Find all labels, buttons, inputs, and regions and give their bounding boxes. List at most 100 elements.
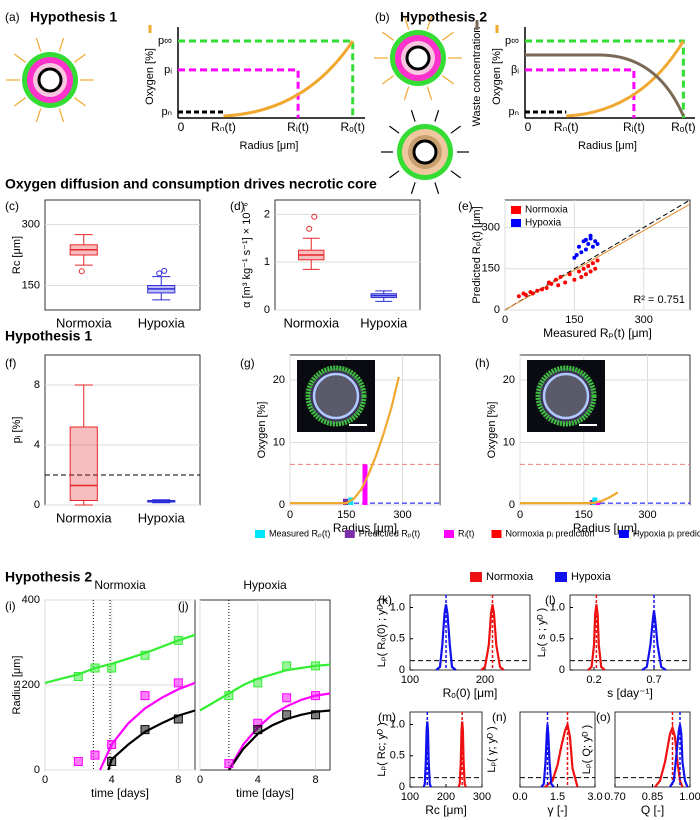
point	[579, 250, 584, 255]
x-tick-label: 0	[287, 509, 293, 521]
curve	[520, 491, 619, 505]
y-tick-label: 0.5	[550, 633, 565, 645]
curve	[457, 721, 467, 788]
diffusion-ray	[403, 86, 410, 101]
x-tick-label: Hypoxia	[138, 315, 186, 330]
diffusion-ray	[450, 170, 461, 179]
y-tick-label: 0	[494, 304, 500, 316]
diffusion-ray	[410, 182, 416, 195]
spheroid-core	[37, 67, 63, 93]
x-tick-label: 4	[109, 774, 115, 786]
panel-label: (b)	[375, 10, 390, 24]
legend-label: Normoxia	[486, 571, 534, 583]
x-tick-label: Rₙ(t)	[554, 120, 579, 134]
box	[69, 426, 98, 501]
panel-label: (h)	[475, 356, 490, 370]
point	[282, 710, 292, 720]
section-heading: Oxygen diffusion and consumption drives …	[5, 176, 377, 192]
y-axis-label: pᵢ [%]	[11, 417, 23, 444]
inset-ring	[312, 372, 360, 420]
diffusion-ray	[58, 108, 65, 123]
panel-title: Hypoxia	[243, 578, 287, 592]
point	[140, 725, 150, 735]
y-tick-label: 10	[503, 436, 515, 448]
diffusion-ray	[58, 37, 65, 52]
x-tick-label: 0	[502, 314, 508, 326]
x-tick-label: 0.7	[646, 674, 661, 686]
x-tick-label: Rₒ(t)	[671, 120, 696, 134]
point	[577, 269, 581, 274]
panel-label: (g)	[240, 356, 255, 370]
point	[583, 272, 588, 277]
x-tick-label: 8	[175, 774, 181, 786]
point	[516, 294, 521, 299]
y-axis-label: Rc [μm]	[11, 236, 23, 274]
diffusion-ray	[426, 15, 433, 30]
legend-swatch	[444, 530, 454, 538]
point	[90, 663, 100, 673]
outlier	[156, 270, 163, 277]
y-axis-label: Lₚ( Q; yᴰ )	[581, 725, 593, 774]
y-tick-label: 4	[34, 439, 40, 451]
bar	[343, 498, 348, 505]
panel-label: (f)	[5, 356, 16, 370]
oxygen-level	[178, 39, 355, 118]
point	[224, 691, 234, 701]
y-axis-label: Lₚ( s ; yᴰ )	[536, 608, 548, 657]
plot-frame	[274, 199, 421, 311]
x-axis-label: time [days]	[236, 786, 294, 800]
y-axis-label: Lₚ( Rₒ(0) ; yᴰ )	[376, 598, 388, 667]
plot-frame	[409, 594, 531, 671]
legend-swatch	[555, 572, 567, 582]
diffusion-ray	[403, 15, 410, 30]
panel-label: (e)	[458, 199, 473, 213]
x-axis-label: s [day⁻¹]	[607, 686, 653, 700]
x-tick-label: 0.2	[586, 674, 601, 686]
x-axis-label: Radius [μm]	[578, 140, 637, 152]
fit-line	[504, 203, 691, 311]
spheroid-core	[412, 139, 438, 165]
curve	[435, 604, 457, 671]
point	[583, 237, 588, 242]
panel-label: (n)	[492, 710, 507, 724]
y-tick-label: 400	[22, 594, 40, 606]
legend-swatch	[491, 530, 502, 538]
y-tick-label: 0	[399, 781, 405, 793]
x-tick-label: 0	[42, 774, 48, 786]
point	[140, 691, 150, 701]
y-axis-label: Oxygen [%]	[491, 48, 503, 105]
plot-frame	[519, 711, 596, 788]
diffusion-ray	[410, 109, 416, 122]
legend-label: Hypoxia	[525, 218, 562, 229]
point	[173, 678, 183, 688]
point	[253, 725, 263, 735]
plot-frame	[569, 594, 691, 671]
y2-axis-label: Waste concentration	[471, 27, 483, 127]
x-tick-label: 0	[178, 120, 185, 134]
point	[224, 759, 234, 769]
point	[590, 244, 595, 249]
point	[140, 650, 150, 660]
legend-label: Normoxia pᵢ prediction	[506, 528, 595, 538]
legend-swatch	[255, 530, 265, 538]
inset-ring	[542, 372, 590, 420]
bar	[592, 497, 598, 505]
x-tick-label: 1.5	[550, 791, 565, 803]
x-tick-label: Rᵢ(t)	[287, 120, 309, 134]
x-axis-label: Radius [μm]	[240, 140, 299, 152]
legend-label: Hypoxia	[571, 571, 612, 583]
point	[173, 635, 183, 645]
y-tick-label: 0	[279, 499, 285, 511]
x-tick-label: 0.0	[512, 791, 527, 803]
diffusion-ray	[14, 97, 27, 107]
point	[588, 269, 593, 274]
point	[558, 275, 563, 279]
x-axis-label: γ [-]	[548, 803, 568, 817]
y-tick-label: 1.0	[390, 718, 405, 730]
plot-frame	[44, 354, 201, 506]
legend-label: Normoxia	[525, 205, 568, 216]
legend-swatch	[511, 206, 521, 214]
y-axis-label: α [m³ kg⁻¹ s⁻¹] × 10⁻⁶	[241, 202, 253, 308]
y-tick-label: p∞	[158, 35, 172, 47]
